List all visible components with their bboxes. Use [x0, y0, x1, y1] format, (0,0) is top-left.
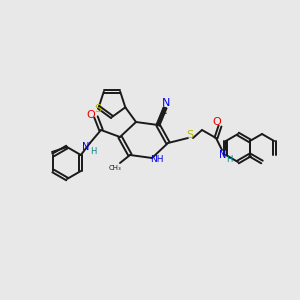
Text: S: S	[186, 130, 194, 140]
Text: H: H	[90, 146, 96, 155]
Text: O: O	[213, 117, 221, 127]
Text: NH: NH	[150, 154, 164, 164]
Text: C: C	[161, 107, 166, 116]
Text: N: N	[162, 98, 170, 108]
Text: N: N	[82, 142, 90, 152]
Text: CH₃: CH₃	[109, 165, 122, 171]
Text: O: O	[87, 110, 95, 120]
Text: S: S	[94, 104, 101, 114]
Text: H: H	[226, 154, 232, 164]
Text: N: N	[219, 150, 227, 160]
